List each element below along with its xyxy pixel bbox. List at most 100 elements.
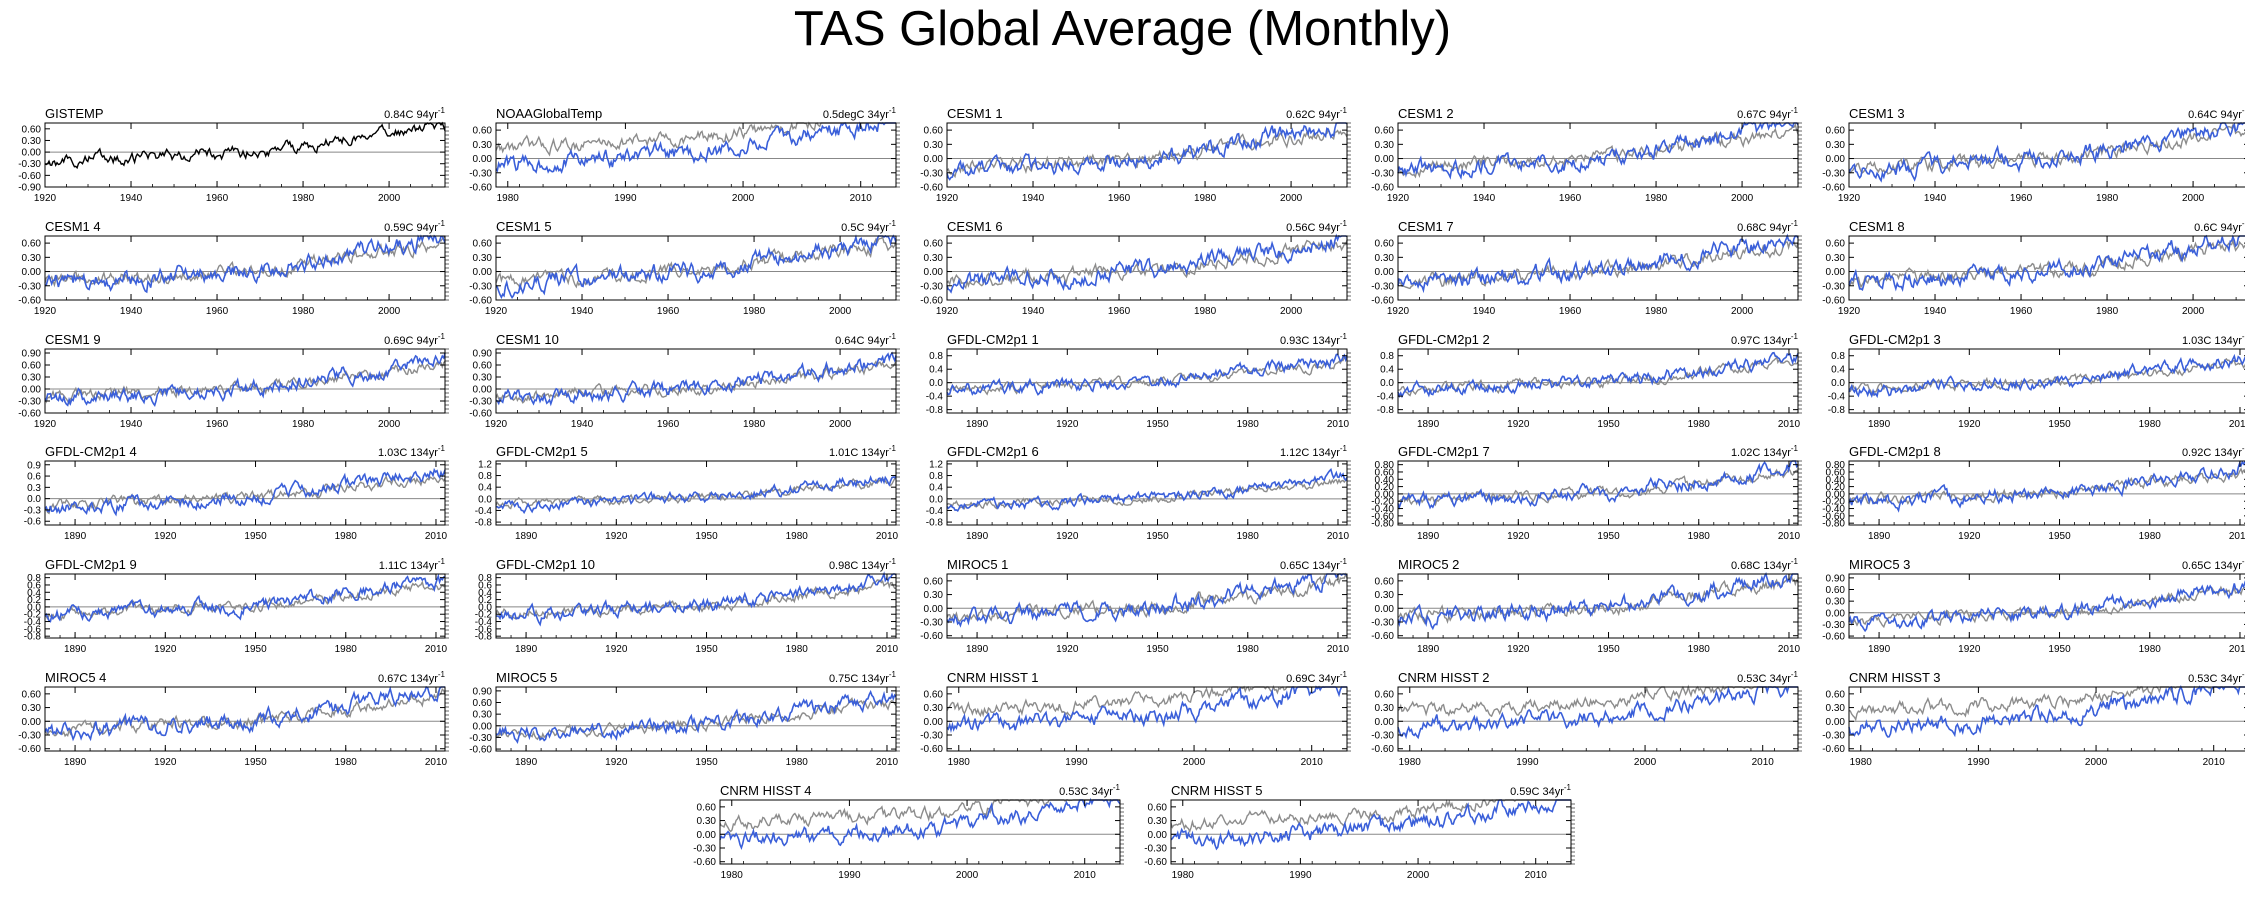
series-reference xyxy=(1848,685,2245,722)
y-tick-label: -0.30 xyxy=(920,731,943,742)
x-tick-label: 1920 xyxy=(1507,644,1530,655)
x-tick-label: 1960 xyxy=(657,419,680,430)
x-tick-label: 1920 xyxy=(1056,419,1079,430)
y-tick-label: 0.30 xyxy=(1148,816,1168,827)
trend-exponent: -1 xyxy=(1791,670,1799,679)
x-tick-label: 1960 xyxy=(206,193,229,204)
plot-frame xyxy=(1170,799,1572,865)
panel-title: CESM1 3 xyxy=(1849,106,1905,121)
y-tick-label: 0.60 xyxy=(22,124,42,135)
panel-8: CESM1 6 0.56C 94yr-1 1920 1940 1960 1980 2000 0… xyxy=(920,219,1351,317)
y-tick-label: -0.60 xyxy=(1822,632,1845,643)
y-tick-label: -0.30 xyxy=(18,281,41,292)
trend-label: 0.65C 134yr-1 xyxy=(1280,557,1348,572)
y-tick-label: 0.90 xyxy=(473,349,493,360)
x-tick-label: 1990 xyxy=(838,870,861,881)
trend-exponent: -1 xyxy=(1340,332,1348,341)
x-tick-label: 1980 xyxy=(292,419,315,430)
plot-frame xyxy=(44,460,446,526)
y-tick-label: -0.60 xyxy=(1371,744,1394,755)
x-tick-label: 1890 xyxy=(515,531,538,542)
panel-title: GFDL-CM2p1 2 xyxy=(1398,332,1490,347)
y-tick-label: 0.0 xyxy=(929,494,943,505)
trend-exponent: -1 xyxy=(1564,783,1572,792)
y-tick-label: 0.8 xyxy=(27,573,41,584)
figure-title: TAS Global Average (Monthly) xyxy=(793,2,1452,56)
series-model xyxy=(495,571,897,627)
panel-title: CNRM HISST 1 xyxy=(947,670,1039,685)
panel-28: CNRM HISST 1 0.69C 34yr-1 1980 1990 2000 2010… xyxy=(920,670,1351,768)
y-tick-label: -0.60 xyxy=(18,171,41,182)
y-tick-label: -0.30 xyxy=(469,168,492,179)
y-tick-label: -0.60 xyxy=(469,183,492,194)
x-tick-label: 1980 xyxy=(1237,419,1260,430)
trend-label: 0.5C 94yr-1 xyxy=(841,219,896,234)
panel-title: GFDL-CM2p1 7 xyxy=(1398,444,1490,459)
y-tick-label: -0.30 xyxy=(18,397,41,408)
y-tick-label: -0.30 xyxy=(469,397,492,408)
x-tick-label: 1980 xyxy=(292,193,315,204)
x-tick-label: 1980 xyxy=(743,419,766,430)
x-tick-label: 1920 xyxy=(1958,531,1981,542)
series-model xyxy=(946,122,1348,181)
x-tick-label: 1940 xyxy=(571,306,594,317)
y-tick-label: 0.00 xyxy=(22,267,42,278)
series-model xyxy=(1397,351,1799,399)
trend-label: 0.84C 94yr-1 xyxy=(384,106,445,121)
series-model xyxy=(1397,685,1798,740)
series-model xyxy=(44,352,446,408)
x-tick-label: 1980 xyxy=(335,757,358,768)
series-model xyxy=(946,353,1348,396)
y-tick-label: 0.30 xyxy=(22,136,42,147)
x-tick-label: 1990 xyxy=(614,193,637,204)
trend-exponent: -1 xyxy=(438,332,446,341)
x-tick-label: 2010 xyxy=(1778,644,1801,655)
y-tick-label: -0.30 xyxy=(18,731,41,742)
x-tick-label: 2010 xyxy=(876,757,899,768)
panel-21: GFDL-CM2p1 9 1.11C 134yr-1 1890 1920 1950 198… xyxy=(24,557,449,655)
x-tick-label: 1940 xyxy=(120,193,143,204)
plot-frame xyxy=(44,348,446,414)
y-tick-label: 0.30 xyxy=(473,710,493,721)
x-tick-label: 1890 xyxy=(1417,419,1440,430)
panel-title: GFDL-CM2p1 9 xyxy=(45,557,137,572)
x-tick-label: 1920 xyxy=(154,531,177,542)
y-tick-label: 0.00 xyxy=(1826,154,1846,165)
series-model xyxy=(719,797,1121,851)
x-tick-label: 2010 xyxy=(1327,644,1350,655)
x-tick-label: 2010 xyxy=(876,531,899,542)
trend-exponent: -1 xyxy=(2242,670,2245,679)
panel-2: NOAAGlobalTemp 0.5degC 34yr-1 1980 1990 2000… xyxy=(469,106,900,204)
panel-title: GFDL-CM2p1 5 xyxy=(496,444,588,459)
x-tick-label: 2000 xyxy=(829,419,852,430)
y-tick-label: 0.40 xyxy=(1375,475,1395,486)
x-tick-label: 1920 xyxy=(1056,644,1079,655)
plot-frame xyxy=(1848,460,2245,526)
y-tick-label: 0.8 xyxy=(478,573,492,584)
y-tick-label: 0.20 xyxy=(1375,482,1395,493)
x-tick-label: 1960 xyxy=(1559,193,1582,204)
y-tick-label: 0.60 xyxy=(1375,689,1395,700)
x-tick-label: 1980 xyxy=(1688,419,1711,430)
y-tick-label: -0.8 xyxy=(475,518,493,529)
y-tick-label: -0.6 xyxy=(475,624,493,635)
x-tick-label: 2000 xyxy=(378,419,401,430)
x-tick-label: 1980 xyxy=(335,531,358,542)
x-tick-label: 1940 xyxy=(1924,306,1947,317)
x-tick-label: 1980 xyxy=(1399,757,1422,768)
y-tick-label: -0.60 xyxy=(1144,857,1167,868)
panel-title: CESM1 9 xyxy=(45,332,101,347)
y-tick-label: -0.8 xyxy=(1377,405,1395,416)
panel-15: GFDL-CM2p1 3 1.03C 134yr-1 1890 1920 1950 198… xyxy=(1828,332,2245,430)
trend-label: 0.93C 134yr-1 xyxy=(1280,332,1348,347)
x-tick-label: 2010 xyxy=(1327,419,1350,430)
y-tick-label: 0.00 xyxy=(22,385,42,396)
y-tick-label: 0.0 xyxy=(1831,378,1845,389)
y-tick-label: 0.4 xyxy=(1380,365,1394,376)
y-tick-label: -0.60 xyxy=(469,745,492,756)
y-tick-label: -0.30 xyxy=(920,168,943,179)
x-tick-label: 1920 xyxy=(1838,306,1861,317)
y-tick-label: 0.30 xyxy=(924,703,944,714)
trend-label: 0.5degC 34yr-1 xyxy=(823,106,897,121)
series-model xyxy=(1397,460,1799,510)
